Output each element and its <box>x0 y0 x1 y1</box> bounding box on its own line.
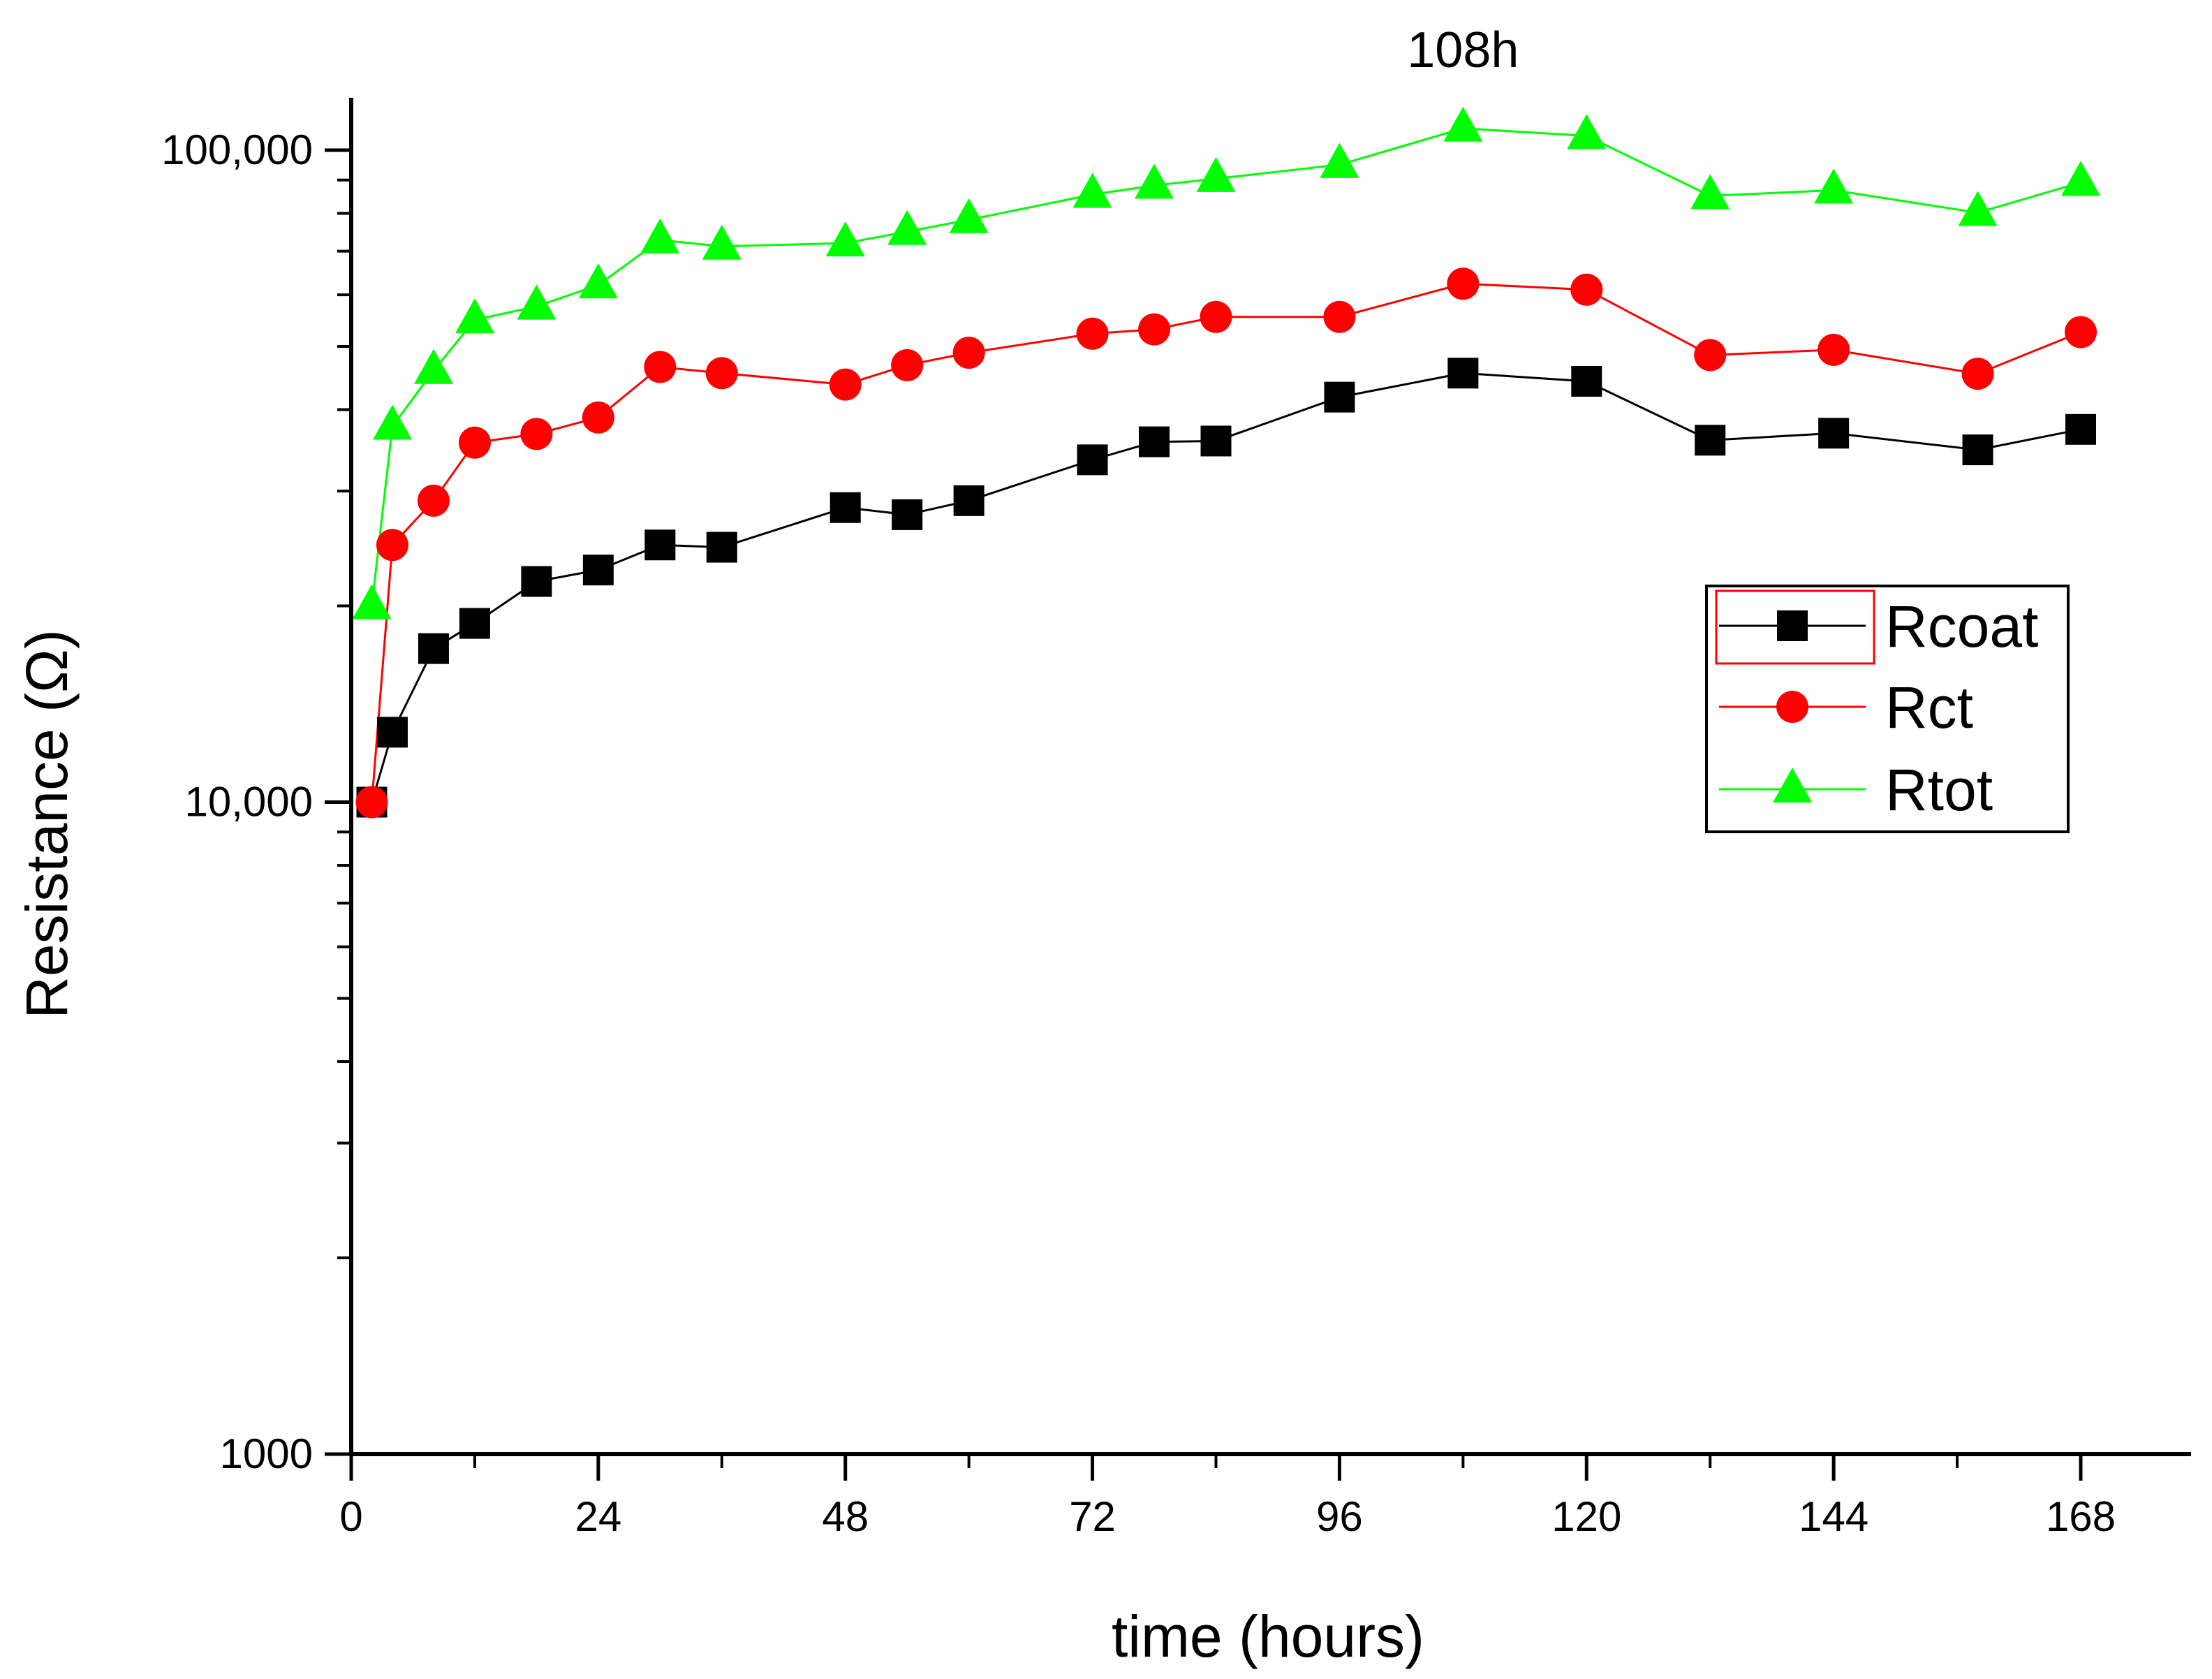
legend-label-rcoat: Rcoat <box>1885 594 2038 659</box>
y-axis-ticks: 1000 10,000 100,000 <box>161 126 351 1477</box>
data-point-rtot <box>352 584 392 619</box>
x-axis-ticks: 0 24 48 72 96 120 144 168 <box>339 1454 2116 1540</box>
x-tick-label: 24 <box>575 1493 621 1540</box>
data-point-rtot <box>825 221 865 257</box>
data-point-rcoat <box>1324 381 1355 413</box>
x-axis-title: time (hours) <box>1112 1604 1424 1669</box>
legend-label-rtot: Rtot <box>1885 757 1993 823</box>
x-tick-label: 168 <box>2046 1493 2116 1540</box>
legend-box <box>1705 585 2070 833</box>
data-point-rct <box>417 484 450 517</box>
data-point-rcoat <box>1077 444 1108 476</box>
data-point-rcoat <box>830 492 861 523</box>
x-tick-label: 120 <box>1551 1493 1621 1540</box>
y-tick-label: 10,000 <box>184 779 313 826</box>
data-point-rct <box>644 351 677 383</box>
data-point-rct <box>1817 333 1850 366</box>
data-point-rtot <box>517 284 556 320</box>
data-point-rcoat <box>2065 413 2096 445</box>
data-point-rct <box>952 337 985 369</box>
data-point-rcoat <box>1695 425 1726 456</box>
data-point-rtot <box>1320 142 1359 178</box>
data-point-rct <box>1570 273 1603 306</box>
data-point-rtot <box>1072 173 1112 208</box>
data-point-rct <box>1961 358 1994 390</box>
y-axis-title: Resistance (Ω) <box>14 629 80 1019</box>
data-point-rcoat <box>953 485 985 516</box>
data-point-rtot <box>949 198 989 233</box>
data-point-rtot <box>455 298 494 334</box>
data-point-rct <box>520 418 553 450</box>
data-point-rcoat <box>1818 418 1850 449</box>
data-point-rcoat <box>644 529 676 561</box>
data-point-rct <box>1447 267 1480 300</box>
data-point-rcoat <box>892 499 923 530</box>
data-point-rcoat <box>1962 434 1993 466</box>
data-point-rct <box>2065 316 2097 349</box>
legend: Rcoat Rct Rtot <box>1705 585 2070 833</box>
data-point-rtot <box>1958 191 1998 226</box>
legend-entries: Rcoat Rct Rtot <box>1719 594 2038 823</box>
data-point-rcoat <box>1447 358 1479 389</box>
data-point-rct <box>891 349 924 381</box>
data-point-rct <box>376 529 408 562</box>
data-point-rtot <box>1814 168 1854 204</box>
x-tick-label: 72 <box>1069 1493 1116 1540</box>
data-point-rtot <box>1196 156 1236 192</box>
x-tick-label: 144 <box>1799 1493 1868 1540</box>
data-point-rtot <box>1135 163 1174 199</box>
data-point-rtot <box>413 349 453 384</box>
data-point-rtot <box>702 224 742 260</box>
data-point-rtot <box>1567 114 1607 149</box>
data-point-rcoat <box>1139 426 1170 457</box>
data-point-rct <box>355 786 388 819</box>
data-point-rcoat <box>706 531 737 563</box>
data-point-rtot <box>1443 106 1483 142</box>
data-point-rcoat <box>376 717 408 748</box>
data-point-rct <box>1076 317 1109 350</box>
data-point-rct <box>1694 339 1727 372</box>
y-tick-label: 100,000 <box>161 126 313 173</box>
data-point-rct <box>458 426 491 459</box>
legend-label-rct: Rct <box>1885 675 1973 740</box>
data-point-rcoat <box>418 633 449 664</box>
data-point-rct <box>1200 300 1232 333</box>
data-point-rcoat <box>1200 425 1232 457</box>
data-point-rct <box>582 401 614 434</box>
peak-annotation-label: 108h <box>1407 22 1519 78</box>
data-point-rcoat <box>582 555 614 586</box>
data-point-rct <box>1323 300 1356 333</box>
data-point-rtot <box>640 218 680 254</box>
x-tick-label: 96 <box>1316 1493 1363 1540</box>
y-tick-label: 1000 <box>220 1430 313 1477</box>
data-point-rtot <box>887 210 927 245</box>
data-point-rct <box>705 357 738 390</box>
data-point-rtot <box>2061 161 2100 196</box>
legend-marker-rtot <box>1773 768 1812 802</box>
x-tick-label: 0 <box>339 1493 362 1540</box>
legend-marker-rcoat <box>1777 610 1808 641</box>
data-point-rcoat <box>1571 365 1602 397</box>
data-point-rtot <box>1690 174 1730 210</box>
data-point-rtot <box>578 263 618 299</box>
data-point-rct <box>1138 313 1171 346</box>
x-tick-label: 48 <box>822 1493 869 1540</box>
data-point-rcoat <box>459 608 490 639</box>
data-point-rcoat <box>521 566 552 597</box>
series-markers <box>352 106 2100 819</box>
legend-marker-rct <box>1776 691 1808 723</box>
legend-highlight-box <box>1715 589 1875 665</box>
data-point-rtot <box>372 404 412 440</box>
data-point-rct <box>829 368 862 401</box>
